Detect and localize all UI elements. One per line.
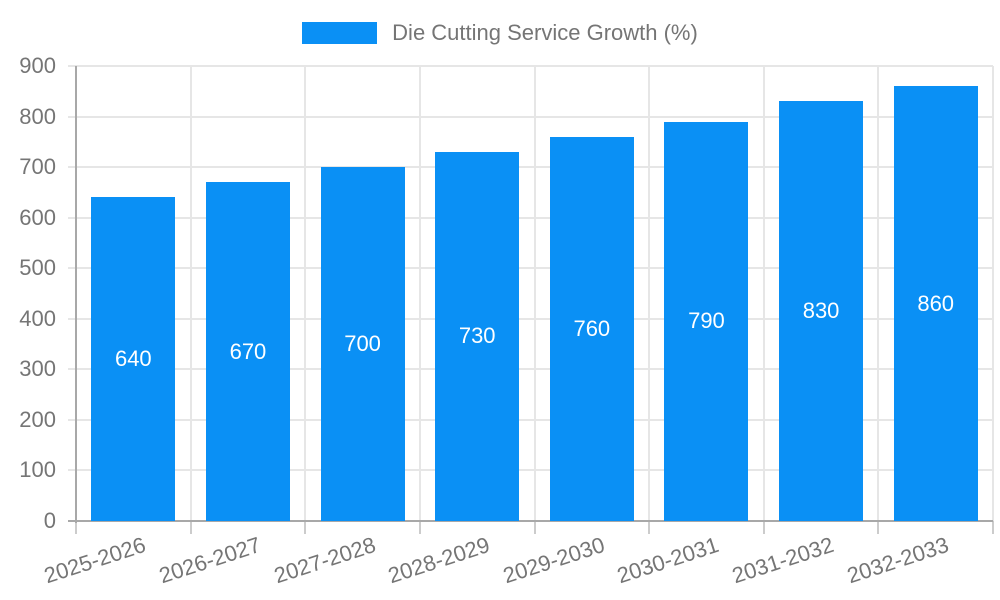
y-axis-tick-label: 700 (19, 154, 56, 180)
x-axis-tick (992, 521, 994, 534)
bar-value-label: 860 (917, 290, 955, 316)
y-axis-tick (68, 267, 76, 270)
legend-item[interactable]: Die Cutting Service Growth (%) (302, 20, 698, 46)
bar-value-label: 700 (344, 331, 381, 357)
y-axis-tick (68, 216, 76, 219)
y-axis-tick (68, 317, 76, 320)
x-axis-tick (648, 521, 651, 534)
x-axis-tick (418, 521, 421, 534)
x-axis-tick (533, 521, 536, 534)
y-axis-tick (68, 115, 76, 118)
y-axis-tick-label: 100 (19, 457, 56, 483)
gridline-vertical (304, 66, 307, 521)
y-axis-tick (68, 469, 76, 472)
bar-value-label: 760 (573, 315, 611, 341)
y-axis-tick-label: 0 (43, 508, 56, 533)
y-axis-tick (68, 65, 76, 67)
x-axis-tick (304, 521, 307, 534)
y-axis-tick-label: 800 (19, 103, 56, 129)
bar-value-label: 640 (114, 346, 152, 372)
bar-value-label: 670 (229, 338, 267, 364)
bar-2025-2026[interactable] (91, 197, 176, 521)
chart-legend: Die Cutting Service Growth (%) (0, 20, 1000, 46)
x-axis-tick (189, 521, 192, 534)
y-axis-tick (68, 418, 76, 421)
gridline-vertical (189, 66, 192, 521)
bar-value-label: 790 (688, 308, 725, 334)
bar-2026-2027[interactable] (205, 182, 290, 521)
bar-value-label: 730 (458, 323, 496, 349)
x-axis-tick (75, 521, 77, 534)
gridline-vertical (992, 66, 994, 521)
bar-2031-2032[interactable] (779, 101, 864, 521)
x-axis-line (68, 520, 993, 522)
x-axis-tick (877, 521, 880, 534)
bar-2027-2028[interactable] (320, 167, 405, 521)
gridline-vertical (762, 66, 765, 521)
y-axis-tick (68, 368, 76, 371)
gridline-vertical (418, 66, 421, 521)
x-axis-tick (762, 521, 765, 534)
y-axis-tick-label: 500 (19, 255, 56, 281)
bar-value-label: 830 (802, 298, 840, 324)
y-axis-tick (68, 166, 76, 169)
bar-2030-2031[interactable] (664, 121, 749, 521)
y-axis-tick-label: 200 (19, 406, 56, 432)
bar-2028-2029[interactable] (435, 151, 520, 521)
y-axis-line (75, 66, 77, 523)
y-axis-tick-label: 600 (19, 204, 56, 230)
legend-label: Die Cutting Service Growth (%) (392, 20, 698, 45)
legend-swatch-icon (302, 22, 378, 44)
y-axis-tick-label: 300 (19, 356, 56, 382)
gridline-vertical (533, 66, 536, 521)
y-axis-tick-label: 400 (19, 305, 56, 331)
gridline-vertical (877, 66, 880, 521)
bar-2032-2033[interactable] (893, 86, 978, 521)
y-axis-tick-label: 900 (19, 53, 56, 78)
bar-2029-2030[interactable] (549, 136, 634, 521)
gridline-vertical (648, 66, 651, 521)
